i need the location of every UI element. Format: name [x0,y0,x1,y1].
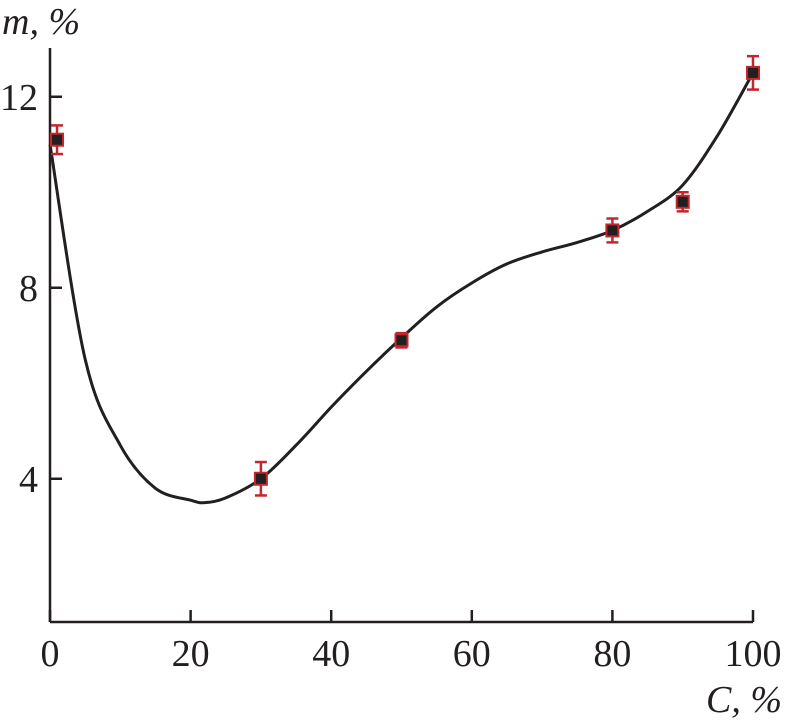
y-tick-label: 8 [19,268,38,310]
data-point [675,191,690,213]
point-marker [253,471,268,486]
point-marker [50,132,65,147]
x-tick-label: 100 [725,633,782,675]
tick-labels: 0 20 40 60 80 100 4 8 12 [0,77,782,675]
y-axis-title: m, % [2,1,80,43]
data-point [50,124,65,156]
data-point [253,460,268,497]
data-points [50,54,760,497]
axes [48,48,753,624]
x-tick-label: 80 [593,633,631,675]
point-marker [675,194,690,209]
data-point [605,217,620,244]
point-marker [746,65,760,80]
data-point [394,331,409,349]
ticks [48,95,755,622]
x-tick-label: 20 [172,633,210,675]
data-point [746,54,760,91]
x-tick-label: 0 [41,633,60,675]
point-marker [605,223,620,238]
y-tick-label: 4 [19,459,38,501]
fit-curve [48,72,755,505]
x-tick-label: 40 [312,633,350,675]
x-tick-label: 60 [453,633,491,675]
y-tick-label: 12 [0,77,38,119]
x-axis-title: C, % [706,679,782,721]
point-marker [394,333,409,348]
